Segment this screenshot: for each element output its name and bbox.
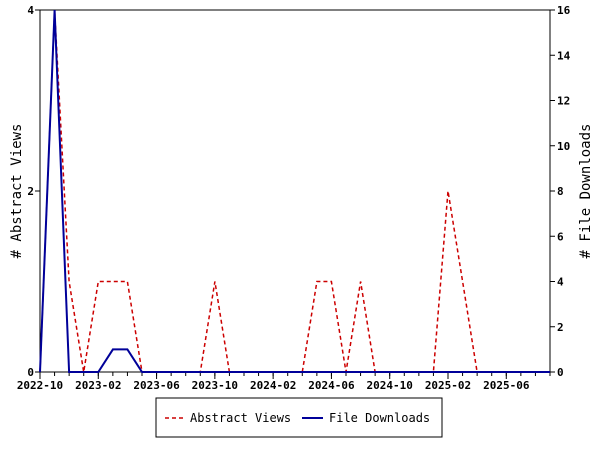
series-lines xyxy=(39,9,550,373)
y-right-tick-label: 4 xyxy=(557,276,564,289)
x-tick-label: 2023-06 xyxy=(133,379,180,392)
y-right-tick-label: 8 xyxy=(557,185,564,198)
y-right-tick-label: 12 xyxy=(557,95,570,108)
y-right-tick-label: 0 xyxy=(557,366,564,379)
y-right-tick-label: 10 xyxy=(557,140,570,153)
x-tick-label: 2023-02 xyxy=(75,379,121,392)
x-tick-label: 2024-10 xyxy=(367,379,413,392)
y-axis-left-title: # Abstract Views xyxy=(9,124,25,259)
y-axis-right-title: # File Downloads xyxy=(578,124,594,259)
y-left-tick-label: 2 xyxy=(27,185,34,198)
legend: Abstract Views File Downloads xyxy=(155,397,443,438)
y-right-tick-label: 14 xyxy=(557,49,571,62)
plot-area xyxy=(39,9,551,373)
legend-label-abstract-views: Abstract Views xyxy=(190,411,291,425)
series-line-abstract-views xyxy=(39,9,550,373)
y-left-tick-label: 4 xyxy=(27,4,34,17)
x-tick-label: 2022-10 xyxy=(17,379,63,392)
y-axis-right: 0 2 4 6 8 10 12 14 16 xyxy=(550,4,571,379)
x-tick-label: 2025-02 xyxy=(425,379,471,392)
legend-label-file-downloads: File Downloads xyxy=(329,411,430,425)
y-right-tick-label: 6 xyxy=(557,230,564,243)
y-axis-left: 0 2 4 xyxy=(27,4,40,379)
legend-box xyxy=(155,397,443,438)
x-tick-label: 2023-10 xyxy=(192,379,238,392)
x-tick-label: 2024-06 xyxy=(308,379,355,392)
series-line-file-downloads xyxy=(39,9,550,373)
y-left-tick-label: 0 xyxy=(27,366,34,379)
plot-frame xyxy=(39,9,551,373)
y-right-tick-label: 2 xyxy=(557,321,564,334)
x-tick-label: 2025-06 xyxy=(483,379,530,392)
y-right-tick-label: 16 xyxy=(557,4,571,17)
x-axis: 2022-10 2023-02 2023-06 2023-10 2024-02 2024-… xyxy=(17,372,551,392)
x-tick-label: 2024-02 xyxy=(250,379,296,392)
